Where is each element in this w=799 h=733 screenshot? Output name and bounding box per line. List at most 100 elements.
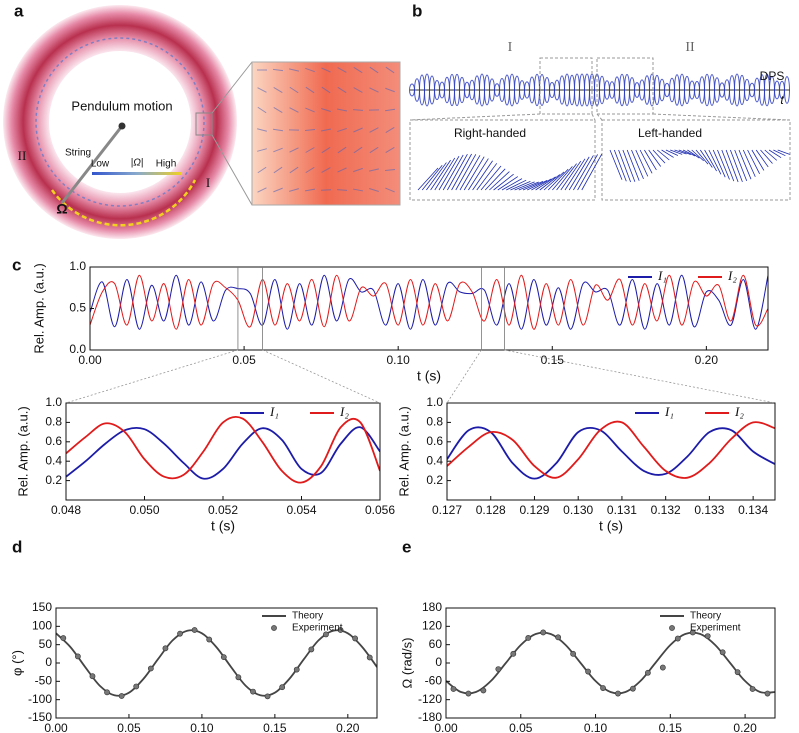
field-dash <box>337 127 347 133</box>
label: II <box>18 148 27 163</box>
x-tick-label: 0.00 <box>44 721 68 733</box>
data-point <box>600 685 606 691</box>
y-tick-label: 1.0 <box>426 395 443 409</box>
helix-line <box>670 149 683 155</box>
helix-line <box>738 149 752 180</box>
data-point <box>734 669 741 676</box>
helix-line <box>577 154 598 191</box>
field-dash <box>257 106 267 114</box>
x-tick-label: 0.127 <box>432 503 462 517</box>
data-point <box>585 668 591 675</box>
x-tick-label: 0.10 <box>387 353 411 367</box>
helix-line <box>661 149 674 158</box>
field-dash <box>289 68 299 72</box>
x-tick-label: 0.130 <box>563 503 593 517</box>
field-dash <box>305 107 315 113</box>
panel-label: c <box>12 255 21 274</box>
data-point <box>279 684 286 691</box>
data-point <box>465 690 472 697</box>
data-point <box>749 686 756 692</box>
helix-line <box>501 178 523 191</box>
field-dash <box>273 147 283 153</box>
field-dash <box>321 67 331 73</box>
field-dash <box>304 188 316 192</box>
legend-marker <box>271 625 277 631</box>
label: String <box>65 148 91 159</box>
field-dash <box>352 188 364 192</box>
helix-line <box>472 160 493 191</box>
legend-label: I₁ <box>657 268 667 283</box>
y-tick-label: 100 <box>32 619 52 633</box>
helix-line <box>451 153 472 191</box>
label: II <box>685 40 695 55</box>
data-point <box>89 673 96 680</box>
helix-line <box>626 149 640 181</box>
helix-line <box>459 155 481 191</box>
colorbar <box>92 172 182 175</box>
y-tick-label: -60 <box>425 674 443 688</box>
field-dash <box>289 86 299 94</box>
x-tick-label: 0.15 <box>541 353 565 367</box>
y-tick-label: 0.6 <box>45 434 62 448</box>
helix-line <box>543 171 565 191</box>
y-axis-label: Ω (rad/s) <box>399 638 414 689</box>
label: I <box>508 40 513 55</box>
helix-line <box>665 149 679 156</box>
y-axis-label: Rel. Amp. (a.u.) <box>396 406 411 496</box>
zoom-box <box>539 57 593 115</box>
helix-line <box>506 179 527 191</box>
field-dash <box>385 126 395 134</box>
y-tick-label: 0.5 <box>69 301 86 315</box>
data-point <box>704 633 711 640</box>
data-point <box>450 686 457 692</box>
field-dash <box>321 86 331 94</box>
x-tick-label: 0.15 <box>263 721 287 733</box>
data-point <box>630 685 636 692</box>
helix-line <box>493 173 514 191</box>
panel-label: e <box>402 537 411 556</box>
helix-line <box>539 174 561 191</box>
helix-line <box>717 149 730 180</box>
helix-line <box>678 149 691 155</box>
x-tick-label: 0.054 <box>286 503 316 517</box>
helix-line <box>764 149 778 161</box>
helix-line <box>480 165 502 191</box>
helix-line <box>518 181 539 191</box>
helix-line <box>760 149 773 164</box>
label: Left-handed <box>638 126 702 140</box>
x-tick-label: 0.050 <box>129 503 159 517</box>
zoom-box <box>195 112 213 136</box>
helix-line <box>657 149 670 161</box>
legend-label: I₁ <box>269 404 279 419</box>
label: Right-handed <box>454 126 526 140</box>
helix-line <box>426 162 447 191</box>
field-dash <box>369 127 379 133</box>
label: High <box>156 159 177 170</box>
helix-line <box>674 149 687 155</box>
helix-line <box>573 155 594 191</box>
series-line <box>447 426 775 480</box>
field-dash <box>321 108 331 112</box>
field-dash <box>385 66 395 74</box>
x-tick-label: 0.15 <box>659 721 683 733</box>
field-dash <box>305 86 315 94</box>
x-tick-label: 0.05 <box>117 721 141 733</box>
pivot <box>118 122 126 130</box>
helix-line <box>699 149 713 168</box>
zoom-line <box>211 134 253 206</box>
zoom-line <box>596 113 603 121</box>
field-dash <box>289 166 299 174</box>
data-point <box>510 650 517 657</box>
data-point <box>133 683 140 690</box>
legend-label: I₂ <box>339 404 349 419</box>
series-line <box>90 274 768 330</box>
field-dash <box>257 148 267 152</box>
data-point <box>674 635 681 642</box>
data-point <box>570 650 577 657</box>
helix-line <box>463 156 485 191</box>
field-dash <box>321 128 331 132</box>
zoom-line <box>591 113 596 121</box>
ring-flow <box>35 37 205 207</box>
helix-line <box>447 154 468 191</box>
panel-label: d <box>12 537 22 556</box>
